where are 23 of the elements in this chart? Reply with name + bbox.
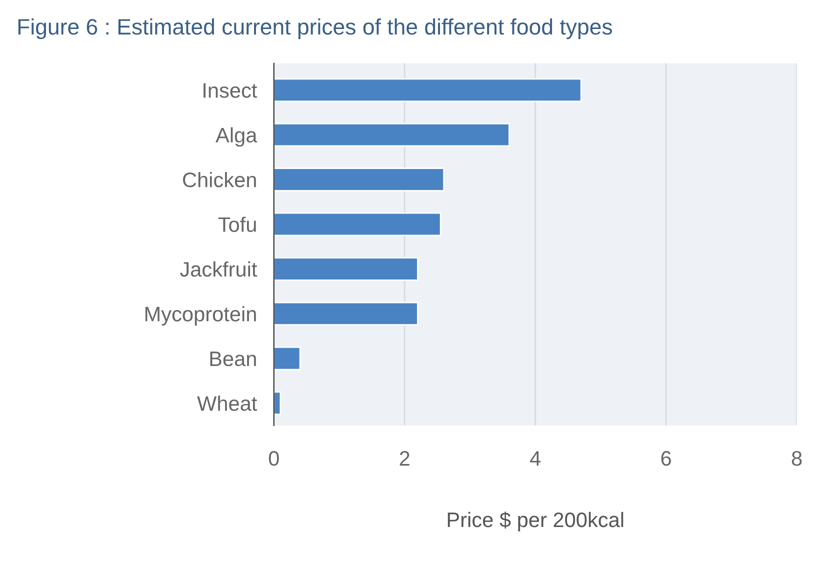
x-tick-label: 8 <box>792 451 802 466</box>
y-tick-label: Wheat <box>197 396 258 411</box>
x-tick-label: 4 <box>530 451 541 466</box>
y-tick-label: Mycoprotein <box>145 306 256 326</box>
bar <box>274 346 301 370</box>
bar <box>274 391 282 416</box>
bar <box>274 122 510 147</box>
x-tick-label: 0 <box>268 451 279 466</box>
x-tick-label: 6 <box>661 451 671 466</box>
bar <box>274 302 418 326</box>
y-tick-label: Chicken <box>183 172 256 188</box>
x-tick-label: 2 <box>400 451 410 466</box>
bar <box>274 212 442 236</box>
bar <box>274 78 582 102</box>
bar <box>274 257 418 281</box>
y-tick-label: Insect <box>204 83 258 98</box>
x-axis-title: Price $ per 200kcal <box>448 512 624 532</box>
chart-title: Figure 6 : Estimated current prices of the different food types <box>18 18 612 40</box>
bar <box>274 168 445 192</box>
y-tick-label: Tofu <box>218 216 256 232</box>
y-tick-label: Bean <box>210 352 256 366</box>
y-tick-label: Jackfruit <box>180 261 258 277</box>
y-tick-label: Alga <box>216 127 258 147</box>
